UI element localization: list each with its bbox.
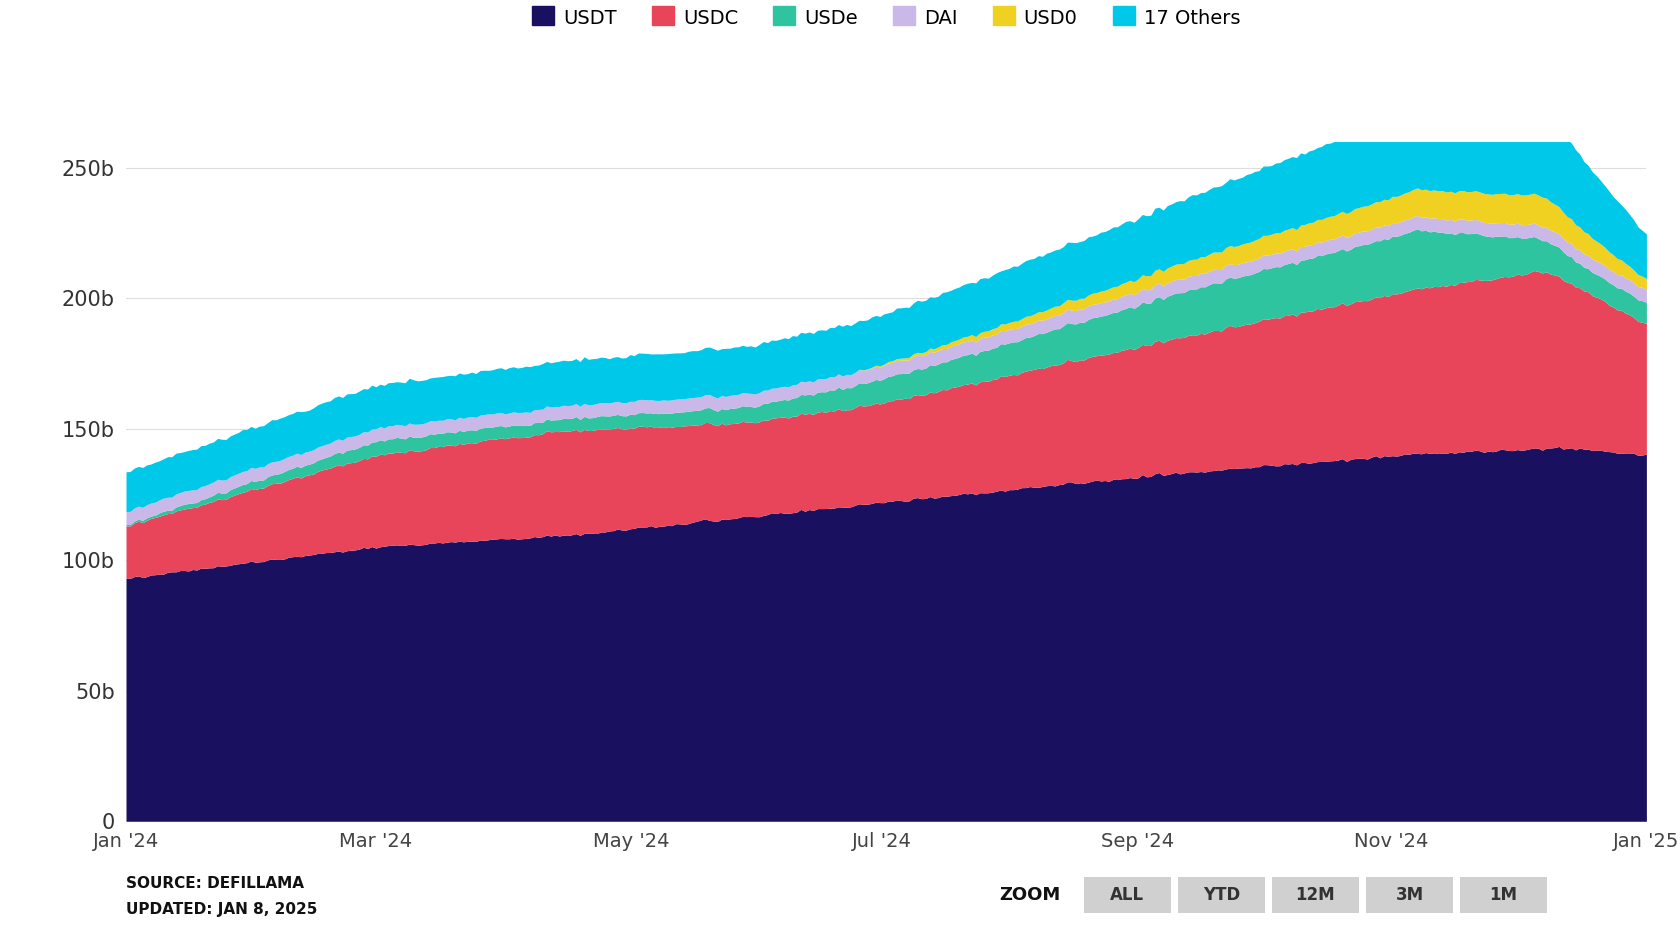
- Text: 12M: 12M: [1295, 885, 1336, 904]
- Text: SOURCE: DEFILLAMA: SOURCE: DEFILLAMA: [126, 876, 304, 891]
- Text: UPDATED: JAN 8, 2025: UPDATED: JAN 8, 2025: [126, 902, 318, 918]
- Text: ALL: ALL: [1110, 885, 1144, 904]
- Text: 3M: 3M: [1396, 885, 1423, 904]
- Text: YTD: YTD: [1203, 885, 1240, 904]
- Legend: USDT, USDC, USDe, DAI, USD0, 17 Others: USDT, USDC, USDe, DAI, USD0, 17 Others: [533, 8, 1240, 28]
- Text: ZOOM: ZOOM: [1000, 885, 1060, 904]
- Text: 1M: 1M: [1490, 885, 1517, 904]
